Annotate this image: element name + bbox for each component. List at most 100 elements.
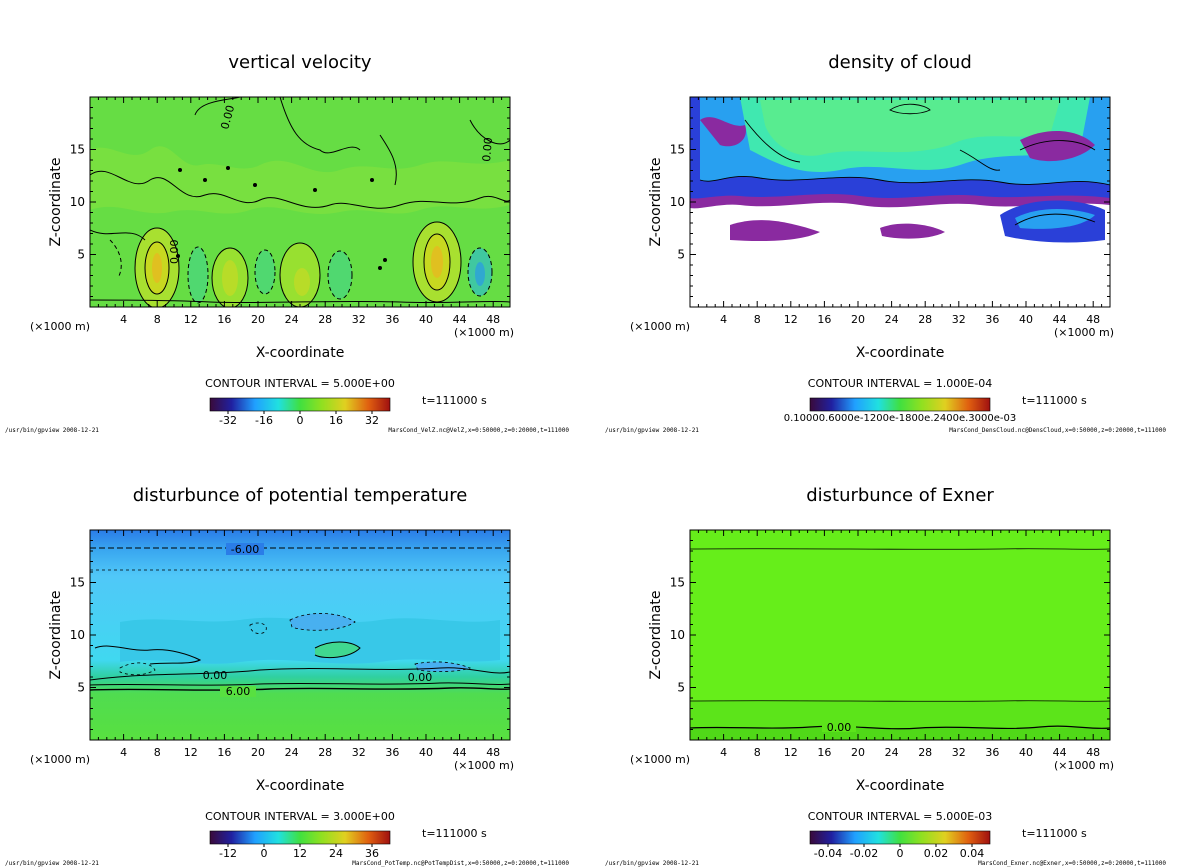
- contour-interval: CONTOUR INTERVAL = 3.000E+00: [205, 810, 395, 823]
- y-tick-label: 15: [670, 576, 685, 590]
- x-unit-label: (×1000 m): [630, 753, 690, 766]
- footer-left: /usr/bin/gpview 2008-12-21: [5, 860, 99, 867]
- cloud-patch: [730, 220, 820, 242]
- colorbar-tick-label: -32: [219, 414, 237, 427]
- chart-title: disturbunce of potential temperature: [133, 485, 468, 506]
- x-tick-label: 40: [1019, 746, 1033, 759]
- cloud-layer: [760, 100, 1060, 156]
- colorbar-tick-label: -0.04: [814, 847, 842, 860]
- field-band: [690, 728, 1110, 740]
- field-patch: [315, 642, 360, 658]
- contour-lines: [699, 103, 1110, 226]
- y-axis-label: Z-coordinate: [48, 590, 64, 679]
- colorbar-tick-label: -0.02: [850, 847, 878, 860]
- colorbar-tick-label: 24: [329, 847, 343, 860]
- updraft-core-inner: [152, 253, 162, 283]
- contour-label: 0.00: [203, 669, 228, 682]
- y-tick-label: 15: [70, 143, 85, 157]
- colorbar: [809, 397, 991, 412]
- label-backdrop: [220, 686, 256, 697]
- colorbar: [209, 830, 391, 845]
- x-axis-label: X-coordinate: [856, 778, 945, 794]
- colorbar-tick-label: 0.02: [924, 847, 949, 860]
- cloud-patch: [1020, 130, 1095, 162]
- field-patch: [290, 613, 355, 631]
- x-tick-label: 36: [985, 746, 999, 759]
- x-tick-label: 8: [154, 746, 161, 759]
- x-tick-label: 16: [217, 313, 231, 326]
- updraft-core-inner: [431, 246, 443, 278]
- contour-label: 6.00: [226, 685, 251, 698]
- contour-interval: CONTOUR INTERVAL = 5.000E-03: [808, 810, 992, 823]
- x-unit-label: (×1000 m): [30, 320, 90, 333]
- colorbar-tick-label: 36: [365, 847, 379, 860]
- x-tick-label: 32: [952, 746, 966, 759]
- x-tick-label: 28: [318, 313, 332, 326]
- contour-label: -6.00: [231, 543, 259, 556]
- footer-right: MarsCond_PotTemp.nc@PotTempDist,x=0:5000…: [352, 860, 569, 867]
- downdraft-core: [475, 262, 485, 286]
- x-tick-label: 4: [720, 746, 727, 759]
- time-label: t=111000 s: [422, 827, 487, 840]
- cloud-patch: [880, 223, 945, 239]
- field-patch: [415, 661, 470, 672]
- field-band: [120, 617, 500, 664]
- y-unit-label: (×1000 m): [1054, 759, 1114, 772]
- x-tick-label: 20: [851, 746, 865, 759]
- contour-label: 0.00: [408, 671, 433, 684]
- footer-left: /usr/bin/gpview 2008-12-21: [605, 427, 699, 434]
- x-tick-label: 12: [784, 746, 798, 759]
- cloud-patch: [1015, 209, 1095, 229]
- y-axis-label: Z-coordinate: [648, 157, 664, 246]
- colorbar-ticks: -12 0 12 24 36: [219, 844, 379, 860]
- contour-label: 0.00: [480, 137, 495, 163]
- chart-title: disturbunce of Exner: [806, 485, 994, 506]
- colorbar-tick-label: -16: [255, 414, 273, 427]
- x-tick-label: 20: [251, 746, 265, 759]
- y-axis-label: Z-coordinate: [48, 157, 64, 246]
- colorbar-ticks: -32 -16 0 16 32: [219, 411, 379, 427]
- x-tick-label: 4: [120, 313, 127, 326]
- plot-area: [690, 97, 1110, 307]
- y-tick-label: 15: [670, 143, 685, 157]
- x-tick-label: 4: [120, 746, 127, 759]
- downdraft-cell: [188, 247, 208, 303]
- colorbar-tick-label: 32: [365, 414, 379, 427]
- time-label: t=111000 s: [1022, 827, 1087, 840]
- x-tick-label: 28: [918, 313, 932, 326]
- footer-left: /usr/bin/gpview 2008-12-21: [5, 427, 99, 434]
- colorbar-ticks: -0.04 -0.02 0 0.02 0.04: [814, 844, 984, 860]
- contour-lines-negative: [109, 239, 493, 304]
- chart-title: density of cloud: [828, 52, 972, 73]
- plot-area: 0.00: [690, 530, 1110, 740]
- contour-lines: [690, 548, 1110, 730]
- panel-exner: disturbunce of Exner 0.00 4 8 12 16 20 24 28 32…: [605, 485, 1166, 867]
- time-label: t=111000 s: [422, 394, 487, 407]
- x-tick-label: 8: [154, 313, 161, 326]
- x-tick-label: 16: [817, 746, 831, 759]
- colorbar-tick-label: 0: [897, 847, 904, 860]
- x-tick-label: 44: [1053, 313, 1067, 326]
- x-tick-label: 24: [285, 313, 299, 326]
- y-axis-label: Z-coordinate: [648, 590, 664, 679]
- x-tick-label: 28: [918, 746, 932, 759]
- y-unit-label: (×1000 m): [1054, 326, 1114, 339]
- label-backdrop: [822, 721, 856, 732]
- contour-lines-negative: [119, 613, 472, 676]
- x-tick-label: 16: [817, 313, 831, 326]
- y-tick-label: 5: [677, 248, 685, 262]
- updraft-core: [222, 260, 238, 296]
- colorbar-tick-label: -12: [219, 847, 237, 860]
- x-tick-label: 32: [352, 746, 366, 759]
- x-tick-label: 40: [419, 746, 433, 759]
- x-tick-label: 20: [251, 313, 265, 326]
- x-tick-label: 12: [784, 313, 798, 326]
- x-tick-label: 36: [385, 746, 399, 759]
- chart-title: vertical velocity: [228, 52, 372, 73]
- colorbar: [809, 830, 991, 845]
- contour-label: 0.00: [168, 240, 181, 265]
- x-tick-label: 24: [285, 746, 299, 759]
